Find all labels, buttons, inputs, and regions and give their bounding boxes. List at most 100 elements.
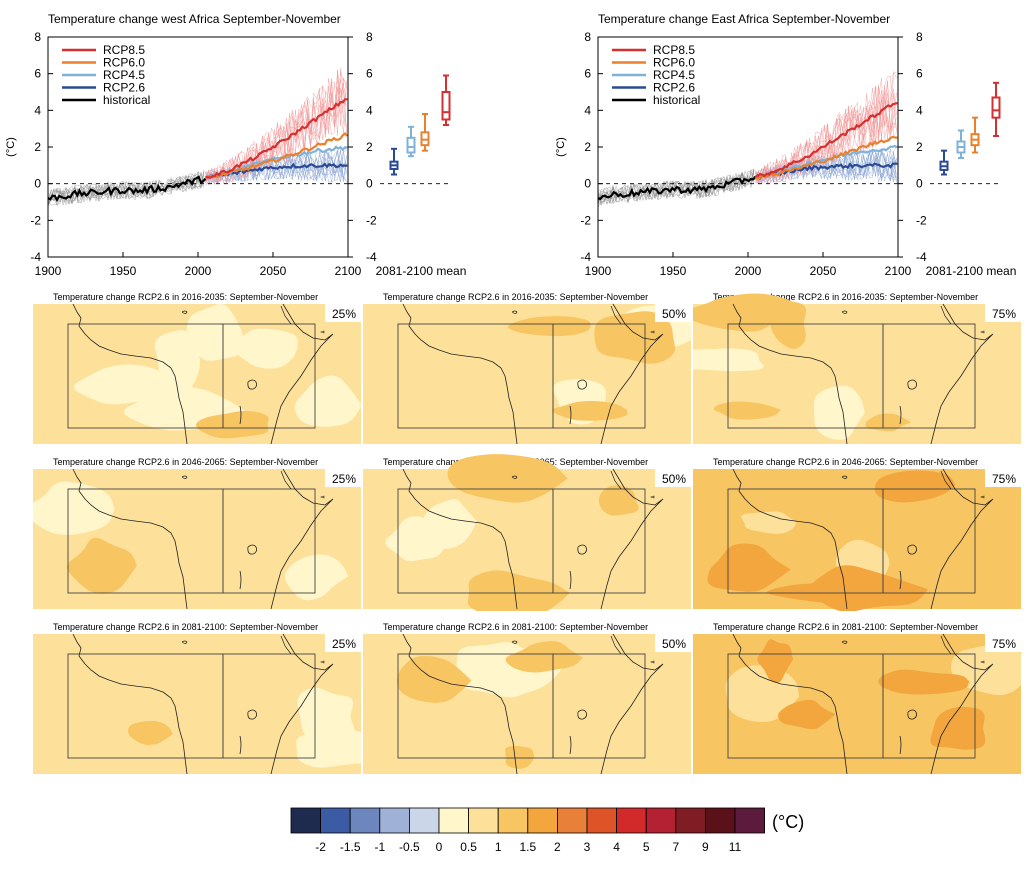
timeseries-svg: Temperature change west Africa September… bbox=[5, 12, 467, 278]
field-anomalies bbox=[33, 481, 349, 601]
y-tick-label: 8 bbox=[584, 30, 591, 44]
boxplot-rcp85 bbox=[991, 81, 1001, 137]
colorbar-swatch bbox=[556, 807, 588, 834]
colorbar-tick-label: -0.5 bbox=[399, 840, 420, 854]
field-anomalies bbox=[73, 304, 361, 439]
red-sea-coast bbox=[610, 635, 622, 655]
map-panel: Temperature change RCP2.6 in 2016-2035: … bbox=[33, 288, 361, 446]
x-tick-label: 2100 bbox=[335, 264, 362, 278]
map-panel: Temperature change RCP2.6 in 2046-2065: … bbox=[693, 453, 1021, 611]
map-svg: Temperature change RCP2.6 in 2081-2100: … bbox=[33, 622, 361, 775]
socotra-island bbox=[650, 495, 655, 499]
y-tick-label-right: 2 bbox=[916, 140, 923, 154]
east-africa-region-box bbox=[552, 653, 646, 759]
y-tick-label: 0 bbox=[34, 177, 41, 191]
field-anomalies bbox=[707, 470, 956, 611]
legend-label: historical bbox=[653, 93, 700, 107]
warmer-region bbox=[396, 655, 472, 703]
colorbar-tick-label: -1.5 bbox=[340, 840, 361, 854]
west-coastline bbox=[732, 303, 848, 445]
y-tick-label: -4 bbox=[580, 250, 591, 264]
chart-title: Temperature change west Africa September… bbox=[48, 12, 341, 26]
historical-model-run bbox=[597, 172, 755, 204]
colorbar-tick-label: 1.5 bbox=[519, 840, 536, 854]
lake-tanganyika bbox=[239, 405, 242, 425]
percentile-label: 75% bbox=[992, 637, 1016, 651]
y-tick-label-right: -2 bbox=[916, 213, 927, 227]
historical-model-run bbox=[597, 175, 755, 204]
rcp85-model-run bbox=[205, 88, 347, 185]
red-sea-coast bbox=[610, 305, 622, 325]
east-coastline bbox=[600, 303, 664, 445]
east-coastline bbox=[930, 303, 994, 445]
map-title: Temperature change RCP2.6 in 2046-2065: … bbox=[713, 457, 978, 467]
legend-label: RCP4.5 bbox=[653, 68, 695, 82]
socotra-island bbox=[320, 660, 325, 664]
map-panel: Temperature change RCP2.6 in 2081-2100: … bbox=[33, 618, 361, 776]
colorbar-swatch bbox=[320, 807, 351, 834]
socotra-island bbox=[980, 495, 985, 499]
colorbar-tick-label: 0 bbox=[436, 840, 443, 854]
x-tick-label: 1950 bbox=[660, 264, 687, 278]
lake-tanganyika bbox=[569, 570, 572, 590]
box-iqr bbox=[441, 91, 451, 121]
lake-chad bbox=[511, 310, 518, 314]
socotra-island bbox=[650, 660, 655, 664]
socotra-island bbox=[320, 495, 325, 499]
map-svg: Temperature change RCP2.6 in 2046-2065: … bbox=[33, 457, 361, 610]
lake-victoria bbox=[577, 379, 587, 390]
colorbar-swatch bbox=[349, 807, 381, 834]
x-tick-label: 1900 bbox=[35, 264, 62, 278]
percentile-label: 50% bbox=[662, 472, 686, 486]
warmer-region bbox=[196, 410, 269, 439]
colorbar-tick-label: -2 bbox=[315, 840, 326, 854]
rcp85-model-run bbox=[755, 86, 897, 185]
colorbar-swatch bbox=[438, 807, 470, 834]
field-anomalies bbox=[396, 641, 583, 769]
y-tick-label-right: -2 bbox=[366, 213, 377, 227]
cooler-region bbox=[296, 729, 361, 768]
socotra-island bbox=[980, 660, 985, 664]
legend-label: RCP2.6 bbox=[103, 81, 145, 95]
colorbar-swatch bbox=[616, 807, 647, 834]
legend-label: RCP4.5 bbox=[103, 68, 145, 82]
cooler-region bbox=[186, 304, 245, 361]
colorbar-tick-label: 2 bbox=[554, 840, 561, 854]
y-tick-label: -4 bbox=[30, 250, 41, 264]
field-anomalies bbox=[385, 454, 639, 611]
west-coastline bbox=[402, 468, 518, 610]
historical-model-run bbox=[47, 170, 205, 206]
lake-chad bbox=[511, 640, 518, 644]
east-coastline bbox=[600, 468, 664, 610]
map-svg: Temperature change RCP2.6 in 2046-2065: … bbox=[693, 457, 1021, 611]
red-sea-coast bbox=[940, 470, 952, 490]
colorbar-swatch bbox=[586, 807, 618, 834]
colorbar-tick-label: 4 bbox=[613, 840, 620, 854]
boxplot-caption: 2081-2100 mean bbox=[376, 264, 467, 278]
colorbar-swatch bbox=[675, 807, 706, 834]
colorbar-tick-label: 11 bbox=[729, 840, 742, 854]
colorbar-swatch bbox=[497, 807, 529, 834]
east-coastline bbox=[930, 633, 994, 775]
warmer-region bbox=[467, 570, 570, 611]
red-sea-coast bbox=[280, 470, 292, 490]
map-panel: Temperature change RCP2.6 in 2081-2100: … bbox=[693, 618, 1021, 776]
red-sea-coast bbox=[280, 635, 292, 655]
colorbar-tick-label: 7 bbox=[672, 840, 679, 854]
y-tick-label-right: 6 bbox=[366, 67, 373, 81]
y-axis-label: (°C) bbox=[5, 137, 17, 157]
boxplot-rcp26 bbox=[939, 149, 949, 176]
y-tick-label: 4 bbox=[34, 103, 41, 117]
warmer-region bbox=[447, 454, 568, 503]
percentile-label: 50% bbox=[662, 637, 686, 651]
cooler-region bbox=[740, 511, 797, 534]
boxplots bbox=[380, 74, 452, 185]
east-coastline bbox=[270, 633, 334, 775]
west-coastline bbox=[732, 468, 848, 610]
series-line-historical bbox=[597, 175, 757, 201]
red-sea-coast bbox=[610, 470, 622, 490]
model-spread bbox=[597, 70, 897, 208]
lake-tanganyika bbox=[239, 735, 242, 755]
temperature-colorbar: -2 -1.5 -1 -0.5 0 0.5 1 1.5 2 3 4 5 7 9 11 (°C) bbox=[280, 800, 840, 860]
socotra-island bbox=[980, 330, 985, 334]
